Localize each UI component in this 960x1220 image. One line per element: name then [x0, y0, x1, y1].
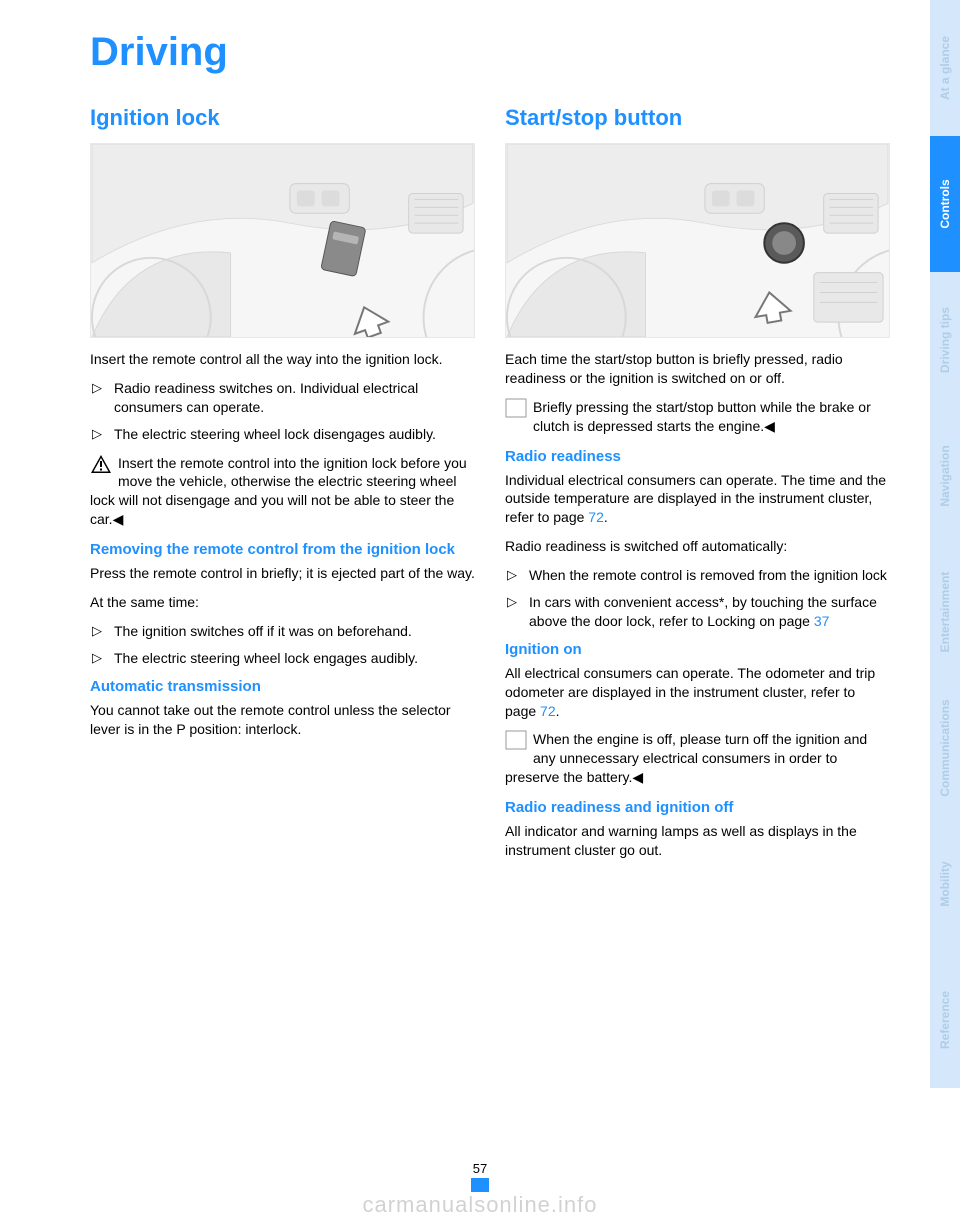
page-link-72b[interactable]: 72	[540, 703, 556, 719]
tab-controls[interactable]: Controls	[930, 136, 960, 272]
warning-text: Insert the remote control into the ignit…	[90, 455, 467, 528]
page-title: Driving	[90, 30, 900, 75]
note-text: Briefly pressing the start/stop button w…	[533, 399, 871, 434]
tab-label: At a glance	[938, 36, 952, 100]
radio-ignition-off-heading: Radio readiness and ignition off	[505, 799, 890, 816]
two-column-layout: Ignition lock	[90, 105, 900, 870]
tab-entertainment[interactable]: Entertainment	[930, 544, 960, 680]
tab-navigation[interactable]: Navigation	[930, 408, 960, 544]
tab-label: Mobility	[938, 861, 952, 906]
text-fragment: In cars with convenient access	[529, 594, 719, 610]
right-column: Start/stop button	[505, 105, 890, 870]
ignition-bullet-list-1: Radio readiness switches on. Individual …	[90, 379, 475, 444]
note-box-icon	[505, 730, 527, 750]
note-box-icon	[505, 398, 527, 418]
note-block-2: When the engine is off, please turn off …	[505, 730, 890, 787]
ignition-bullet-list-2: The ignition switches off if it was on b…	[90, 622, 475, 668]
list-item: When the remote control is removed from …	[505, 566, 890, 585]
auto-transmission-text: You cannot take out the remote control u…	[90, 701, 475, 739]
removing-remote-text-1: Press the remote control in briefly; it …	[90, 564, 475, 583]
warning-triangle-icon	[90, 454, 112, 474]
list-item: In cars with convenient access*, by touc…	[505, 593, 890, 631]
page-number-bar	[471, 1178, 489, 1192]
text-fragment: All electrical consumers can operate. Th…	[505, 665, 875, 719]
ignition-on-heading: Ignition on	[505, 641, 890, 658]
radio-readiness-auto-off: Radio readiness is switched off automati…	[505, 537, 890, 556]
ignition-lock-heading: Ignition lock	[90, 105, 475, 131]
radio-readiness-text: Individual electrical consumers can oper…	[505, 471, 890, 528]
start-stop-heading: Start/stop button	[505, 105, 890, 131]
start-stop-intro: Each time the start/stop button is brief…	[505, 350, 890, 388]
radio-readiness-bullets: When the remote control is removed from …	[505, 566, 890, 631]
page-number-block: 57	[450, 1161, 510, 1192]
list-item: The electric steering wheel lock disenga…	[90, 425, 475, 444]
tab-communications[interactable]: Communications	[930, 680, 960, 816]
tab-mobility[interactable]: Mobility	[930, 816, 960, 952]
tab-label: Reference	[938, 991, 952, 1049]
list-item: Radio readiness switches on. Individual …	[90, 379, 475, 417]
removing-remote-heading: Removing the remote control from the ign…	[90, 541, 475, 558]
radio-readiness-heading: Radio readiness	[505, 448, 890, 465]
side-tab-bar: At a glance Controls Driving tips Naviga…	[930, 0, 960, 1220]
tab-at-a-glance[interactable]: At a glance	[930, 0, 960, 136]
page-number: 57	[450, 1161, 510, 1176]
watermark-text: carmanualsonline.info	[362, 1192, 597, 1218]
tab-label: Entertainment	[938, 572, 952, 653]
ignition-lock-figure	[90, 143, 475, 338]
text-fragment: Individual electrical consumers can oper…	[505, 472, 886, 526]
page-link-72a[interactable]: 72	[588, 509, 604, 525]
removing-remote-text-2: At the same time:	[90, 593, 475, 612]
tab-driving-tips[interactable]: Driving tips	[930, 272, 960, 408]
warning-block: Insert the remote control into the ignit…	[90, 454, 475, 530]
list-item: The electric steering wheel lock engages…	[90, 649, 475, 668]
tab-reference[interactable]: Reference	[930, 952, 960, 1088]
ignition-on-text: All electrical consumers can operate. Th…	[505, 664, 890, 721]
list-item: The ignition switches off if it was on b…	[90, 622, 475, 641]
note-text: When the engine is off, please turn off …	[505, 731, 867, 785]
tab-label: Navigation	[938, 445, 952, 506]
auto-transmission-heading: Automatic transmission	[90, 678, 475, 695]
radio-ignition-off-text: All indicator and warning lamps as well …	[505, 822, 890, 860]
tab-label: Communications	[938, 699, 952, 796]
tab-label: Driving tips	[938, 307, 952, 373]
tab-label: Controls	[938, 179, 952, 228]
note-block-1: Briefly pressing the start/stop button w…	[505, 398, 890, 436]
ignition-intro-text: Insert the remote control all the way in…	[90, 350, 475, 369]
start-stop-figure	[505, 143, 890, 338]
left-column: Ignition lock	[90, 105, 475, 870]
text-fragment: .	[556, 703, 560, 719]
page-link-37[interactable]: 37	[814, 613, 830, 629]
text-fragment: .	[604, 509, 608, 525]
